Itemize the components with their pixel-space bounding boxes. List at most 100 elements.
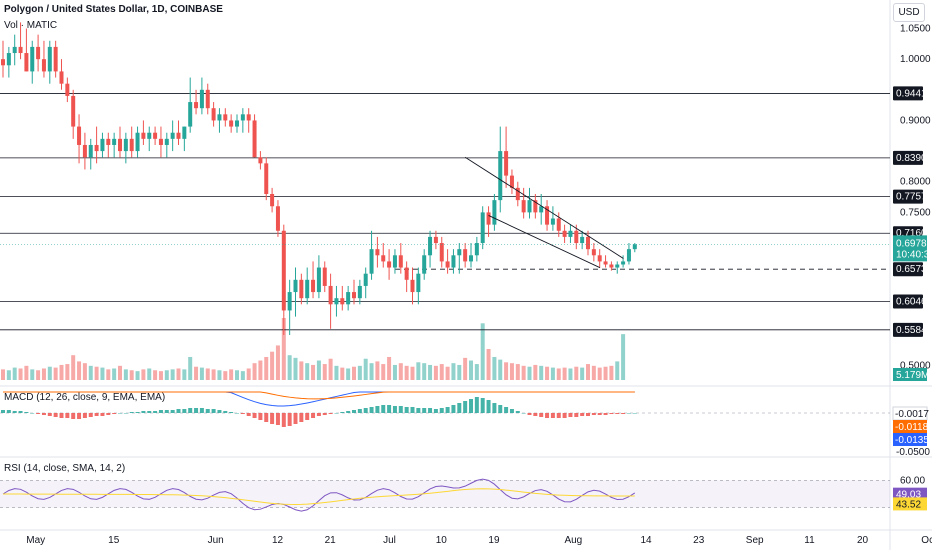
candle-body	[205, 89, 210, 109]
macd-histogram-bar	[281, 413, 286, 427]
macd-histogram-bar	[311, 413, 316, 418]
macd-histogram-bar	[316, 413, 321, 416]
candle-body	[106, 138, 111, 145]
candle-body	[621, 261, 626, 265]
volume-bar	[498, 359, 503, 380]
macd-value-label: -0.0118	[895, 422, 929, 433]
volume-bar	[439, 364, 444, 380]
macd-histogram-bar	[603, 413, 608, 415]
volume-bar	[141, 369, 146, 380]
macd-legend: MACD (12, 26, close, 9, EMA, EMA)	[4, 392, 166, 403]
macd-histogram-bar	[1, 410, 5, 413]
macd-histogram-bar	[562, 413, 567, 418]
candle-body	[82, 144, 87, 158]
volume-bar	[18, 368, 23, 380]
macd-histogram-bar	[469, 399, 473, 413]
macd-histogram-bar	[223, 411, 228, 413]
macd-histogram-bar	[36, 413, 41, 414]
macd-histogram-bar	[246, 413, 251, 416]
candle-body	[626, 249, 631, 262]
candle-body	[334, 298, 339, 305]
candle-body	[88, 144, 93, 158]
volume-bar	[603, 366, 608, 380]
volume-bar	[527, 366, 532, 380]
macd-histogram-bar	[71, 413, 76, 419]
volume-bar	[252, 363, 257, 380]
volume-bar	[30, 369, 35, 380]
volume-bar	[533, 364, 538, 380]
macd-histogram-bar	[480, 398, 485, 413]
level-price-label: 0.7757	[896, 192, 927, 203]
volume-bar	[270, 351, 275, 380]
macd-histogram-bar	[30, 413, 35, 414]
candle-body	[100, 138, 105, 152]
volume-bar	[591, 365, 596, 380]
volume-legend: Vol · MATIC	[4, 20, 58, 31]
volume-bar	[463, 357, 468, 380]
candle-body	[287, 292, 292, 311]
candle-body	[603, 261, 608, 265]
candle-body	[264, 163, 269, 194]
level-price-label: 0.7160	[896, 228, 927, 239]
time-axis-label: 20	[857, 535, 869, 546]
candle-body	[118, 138, 122, 152]
candle-body	[176, 132, 181, 139]
volume-bar	[112, 368, 117, 380]
macd-histogram-bar	[41, 413, 46, 415]
level-price-label: 0.5584	[896, 325, 927, 336]
candle-body	[47, 46, 52, 72]
macd-histogram-bar	[509, 409, 514, 413]
volume-bar	[170, 369, 175, 380]
candle-body	[410, 279, 415, 293]
time-axis-label: 15	[108, 535, 120, 546]
macd-histogram-bar	[515, 411, 520, 413]
volume-bar	[59, 364, 64, 380]
macd-histogram-bar	[158, 410, 163, 413]
macd-histogram-bar	[568, 413, 573, 417]
macd-histogram-bar	[457, 403, 462, 413]
falling-wedge-line	[464, 156, 624, 259]
macd-histogram-bar	[398, 406, 403, 413]
candle-body	[36, 46, 41, 60]
currency-button[interactable]: USD	[893, 3, 925, 22]
volume-bar	[334, 365, 339, 380]
volume-bar	[217, 370, 222, 380]
price-tick-label: 0.5000	[900, 361, 931, 372]
candle-body	[591, 249, 596, 256]
volume-bar	[293, 357, 298, 380]
candle-body	[235, 120, 239, 127]
macd-histogram-bar	[504, 407, 509, 413]
volume-bar	[287, 355, 292, 380]
candle-body	[346, 292, 351, 305]
macd-histogram-bar	[153, 411, 158, 413]
candle-body	[428, 236, 433, 256]
time-axis-label: 12	[272, 535, 284, 546]
volume-bar	[94, 366, 99, 380]
candle-body	[469, 255, 473, 262]
macd-histogram-bar	[381, 405, 386, 413]
volume-bar	[176, 368, 181, 380]
level-price-label: 0.6046	[896, 297, 927, 308]
candle-body	[311, 279, 316, 293]
candle-body	[340, 298, 345, 305]
macd-histogram-bar	[422, 408, 427, 413]
macd-histogram-bar	[527, 413, 532, 415]
candle-body	[445, 261, 450, 268]
macd-histogram-bar	[416, 408, 421, 413]
macd-histogram-bar	[82, 413, 87, 418]
volume-bar	[258, 360, 263, 380]
candle-body	[521, 200, 526, 213]
level-price-tag	[893, 150, 923, 165]
volume-bar	[562, 367, 567, 380]
candle-body	[474, 243, 479, 256]
macd-histogram-bar	[375, 406, 380, 413]
volume-bar	[545, 366, 550, 380]
candle-body	[188, 102, 193, 127]
volume-bar	[451, 363, 456, 380]
volume-bar	[492, 356, 497, 380]
volume-bar	[246, 368, 251, 380]
time-axis-label: 21	[325, 535, 337, 546]
candle-body	[141, 132, 146, 139]
macd-histogram-bar	[293, 413, 298, 424]
